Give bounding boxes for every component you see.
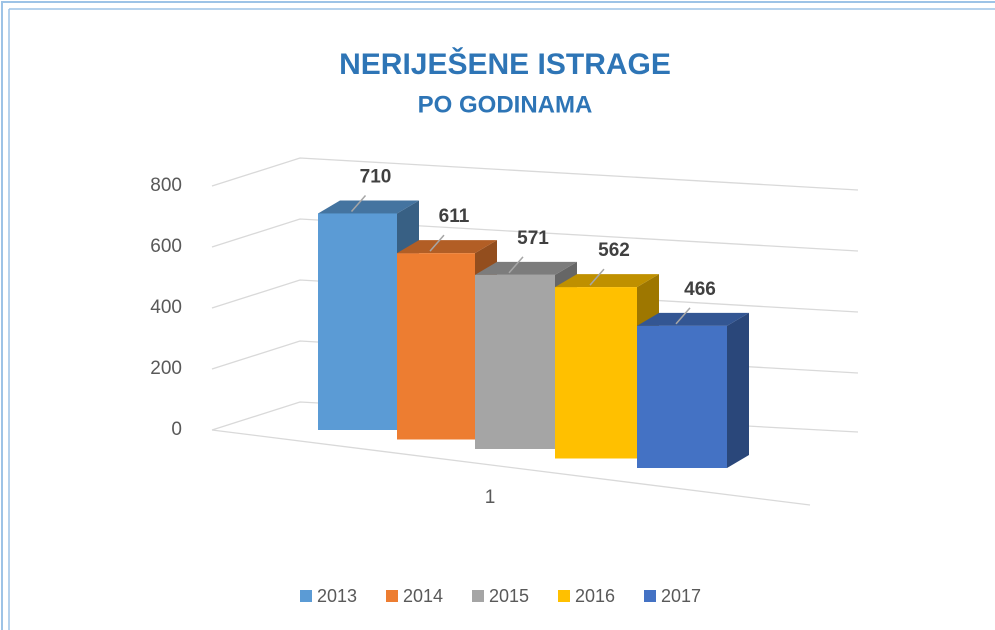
bar [555,287,637,459]
bar-side [727,312,749,468]
bar-top [318,200,419,214]
leader-line [589,268,605,286]
data-label: 466 [684,279,716,300]
data-label: 571 [517,228,549,249]
legend-swatch [644,590,656,602]
leader-line [675,307,691,325]
leader-line [429,234,445,252]
y-tick-label: 200 [150,358,182,379]
bar [475,274,555,449]
bar-top [555,274,659,288]
floor-edge [211,429,811,506]
data-label: 710 [360,166,392,187]
legend-label: 2016 [575,586,615,606]
bar-top [475,261,577,275]
legend-swatch [472,590,484,602]
bar-top [637,312,749,326]
leader-line [350,194,367,212]
chart-subtitle: PO GODINAMA [418,91,593,118]
bar [637,325,727,468]
x-tick-label: 1 [485,487,496,508]
grid-line [211,218,859,252]
bar [397,253,475,440]
y-tick-label: 600 [150,236,182,257]
legend-swatch [558,590,570,602]
leader-line [508,256,524,274]
grid-line [211,157,859,191]
bar [318,213,397,430]
y-tick-label: 400 [150,297,182,318]
legend-label: 2017 [661,586,701,606]
legend-label: 2015 [489,586,529,606]
y-tick-label: 800 [150,175,182,196]
data-label: 611 [439,206,470,227]
legend-label: 2013 [317,586,357,606]
legend-swatch [386,590,398,602]
chart-title: NERIJEŠENE ISTRAGE [339,47,671,81]
data-label: 562 [598,240,630,261]
y-tick-label: 0 [171,419,182,440]
legend-swatch [300,590,312,602]
legend-label: 2014 [403,586,443,606]
bar-top [397,240,497,254]
grid-line [211,279,859,313]
